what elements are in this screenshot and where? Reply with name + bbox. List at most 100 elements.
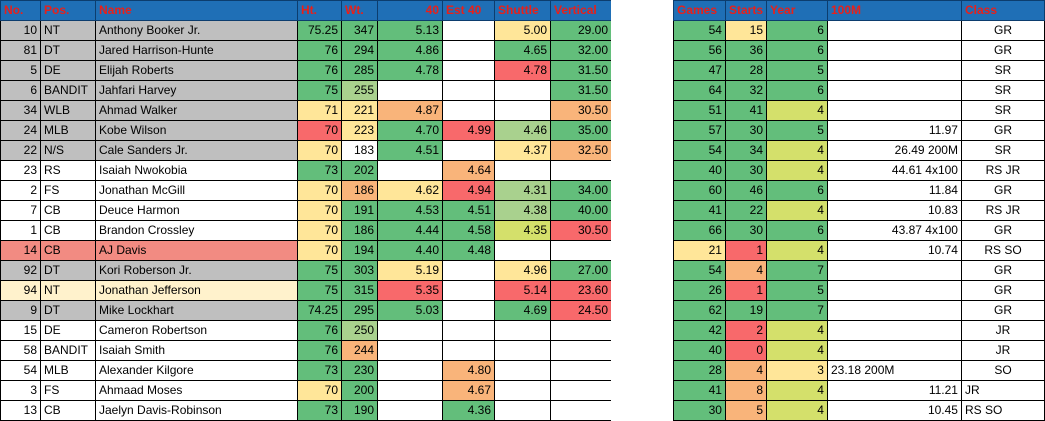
class-cell[interactable]: RS JR bbox=[960, 200, 1045, 221]
est-forty-cell[interactable]: 4.36 bbox=[442, 400, 495, 421]
hundred-meter-cell[interactable]: 26.49 200M bbox=[826, 140, 962, 161]
player-position[interactable]: MLB bbox=[40, 360, 96, 381]
player-name[interactable]: Jaelyn Davis-Robinson bbox=[95, 400, 298, 421]
player-name[interactable]: Cale Sanders Jr. bbox=[95, 140, 298, 161]
player-name[interactable]: Jahfari Harvey bbox=[95, 80, 298, 101]
player-number[interactable]: 1 bbox=[0, 220, 41, 241]
vertical-cell[interactable]: 29.00 bbox=[550, 20, 612, 41]
year-cell[interactable]: 6 bbox=[766, 20, 828, 41]
player-name[interactable]: AJ Davis bbox=[95, 240, 298, 261]
player-position[interactable]: BANDIT bbox=[40, 80, 96, 101]
table-row[interactable]: 62 19 7 GR bbox=[673, 300, 1045, 321]
est-forty-cell[interactable] bbox=[442, 280, 495, 301]
est-forty-cell[interactable] bbox=[442, 260, 495, 281]
starts-cell[interactable]: 4 bbox=[724, 260, 768, 281]
vertical-cell[interactable] bbox=[550, 380, 612, 401]
table-row[interactable]: 54 34 4 26.49 200M SR bbox=[673, 140, 1045, 161]
vertical-cell[interactable] bbox=[550, 360, 612, 381]
starts-cell[interactable]: 15 bbox=[724, 20, 768, 41]
player-number[interactable]: 23 bbox=[0, 160, 41, 181]
forty-cell[interactable] bbox=[377, 380, 443, 401]
forty-cell[interactable] bbox=[377, 340, 443, 361]
height-cell[interactable]: 73 bbox=[297, 360, 342, 381]
est-forty-cell[interactable] bbox=[442, 340, 495, 361]
year-cell[interactable]: 5 bbox=[766, 60, 828, 81]
vertical-cell[interactable]: 27.00 bbox=[550, 260, 612, 281]
table-row[interactable]: 15 DE Cameron Robertson 76 250 bbox=[0, 320, 612, 341]
table-row[interactable]: 13 CB Jaelyn Davis-Robinson 73 190 4.36 bbox=[0, 400, 612, 421]
player-position[interactable]: MLB bbox=[40, 120, 96, 141]
weight-cell[interactable]: 347 bbox=[341, 20, 378, 41]
table-row[interactable]: 26 1 5 GR bbox=[673, 280, 1045, 301]
player-number[interactable]: 81 bbox=[0, 40, 41, 61]
hundred-meter-cell[interactable] bbox=[826, 260, 962, 281]
est-forty-cell[interactable] bbox=[442, 300, 495, 321]
player-name[interactable]: Cameron Robertson bbox=[95, 320, 298, 341]
forty-cell[interactable]: 4.40 bbox=[377, 240, 443, 261]
starts-cell[interactable]: 2 bbox=[724, 320, 768, 341]
year-cell[interactable]: 4 bbox=[766, 380, 828, 401]
year-cell[interactable]: 5 bbox=[766, 120, 828, 141]
forty-cell[interactable]: 4.53 bbox=[377, 200, 443, 221]
shuttle-cell[interactable]: 4.37 bbox=[494, 140, 551, 161]
header-est-forty[interactable]: Est 40 bbox=[442, 0, 495, 21]
games-cell[interactable]: 42 bbox=[673, 320, 726, 341]
starts-cell[interactable]: 5 bbox=[724, 400, 768, 421]
shuttle-cell[interactable] bbox=[494, 160, 551, 181]
player-number[interactable]: 2 bbox=[0, 180, 41, 201]
header-vertical[interactable]: Vertical bbox=[550, 0, 612, 21]
class-cell[interactable]: SR bbox=[960, 60, 1045, 81]
weight-cell[interactable]: 202 bbox=[341, 160, 378, 181]
hundred-meter-cell[interactable] bbox=[826, 80, 962, 101]
player-number[interactable]: 92 bbox=[0, 260, 41, 281]
weight-cell[interactable]: 223 bbox=[341, 120, 378, 141]
weight-cell[interactable]: 190 bbox=[341, 400, 378, 421]
player-number[interactable]: 5 bbox=[0, 60, 41, 81]
hundred-meter-cell[interactable] bbox=[826, 340, 962, 361]
hundred-meter-cell[interactable] bbox=[826, 300, 962, 321]
forty-cell[interactable]: 4.86 bbox=[377, 40, 443, 61]
header-weight[interactable]: Wt. bbox=[341, 0, 378, 21]
est-forty-cell[interactable]: 4.67 bbox=[442, 380, 495, 401]
table-row[interactable]: 6 BANDIT Jahfari Harvey 75 255 31.50 bbox=[0, 80, 612, 101]
table-row[interactable]: 5 DE Elijah Roberts 76 285 4.78 4.78 31.50 bbox=[0, 60, 612, 81]
player-position[interactable]: CB bbox=[40, 240, 96, 261]
table-row[interactable]: 40 30 4 44.61 4x100 RS JR bbox=[673, 160, 1045, 181]
player-position[interactable]: N/S bbox=[40, 140, 96, 161]
starts-cell[interactable]: 46 bbox=[724, 180, 768, 201]
class-cell[interactable]: JR bbox=[960, 380, 1045, 401]
player-number[interactable]: 10 bbox=[0, 20, 41, 41]
forty-cell[interactable]: 4.87 bbox=[377, 100, 443, 121]
height-cell[interactable]: 70 bbox=[297, 120, 342, 141]
table-row[interactable]: 94 NT Jonathan Jefferson 75 315 5.35 5.14 23.60 bbox=[0, 280, 612, 301]
player-name[interactable]: Isaiah Smith bbox=[95, 340, 298, 361]
class-cell[interactable]: GR bbox=[960, 40, 1045, 61]
weight-cell[interactable]: 221 bbox=[341, 100, 378, 121]
table-row[interactable]: 47 28 5 SR bbox=[673, 60, 1045, 81]
player-number[interactable]: 94 bbox=[0, 280, 41, 301]
forty-cell[interactable] bbox=[377, 400, 443, 421]
est-forty-cell[interactable]: 4.48 bbox=[442, 240, 495, 261]
shuttle-cell[interactable]: 4.35 bbox=[494, 220, 551, 241]
header-year[interactable]: Year bbox=[766, 0, 828, 21]
player-number[interactable]: 3 bbox=[0, 380, 41, 401]
header-games[interactable]: Games bbox=[673, 0, 726, 21]
year-cell[interactable]: 6 bbox=[766, 180, 828, 201]
player-position[interactable]: NT bbox=[40, 280, 96, 301]
starts-cell[interactable]: 0 bbox=[724, 340, 768, 361]
class-cell[interactable]: RS SO bbox=[960, 240, 1045, 261]
est-forty-cell[interactable]: 4.51 bbox=[442, 200, 495, 221]
weight-cell[interactable]: 230 bbox=[341, 360, 378, 381]
player-number[interactable]: 15 bbox=[0, 320, 41, 341]
player-position[interactable]: DT bbox=[40, 260, 96, 281]
class-cell[interactable]: GR bbox=[960, 280, 1045, 301]
starts-cell[interactable]: 36 bbox=[724, 40, 768, 61]
est-forty-cell[interactable] bbox=[442, 80, 495, 101]
class-cell[interactable]: GR bbox=[960, 120, 1045, 141]
shuttle-cell[interactable]: 5.00 bbox=[494, 20, 551, 41]
games-cell[interactable]: 54 bbox=[673, 20, 726, 41]
hundred-meter-cell[interactable]: 10.83 bbox=[826, 200, 962, 221]
class-cell[interactable]: SR bbox=[960, 80, 1045, 101]
vertical-cell[interactable]: 23.60 bbox=[550, 280, 612, 301]
forty-cell[interactable]: 5.03 bbox=[377, 300, 443, 321]
